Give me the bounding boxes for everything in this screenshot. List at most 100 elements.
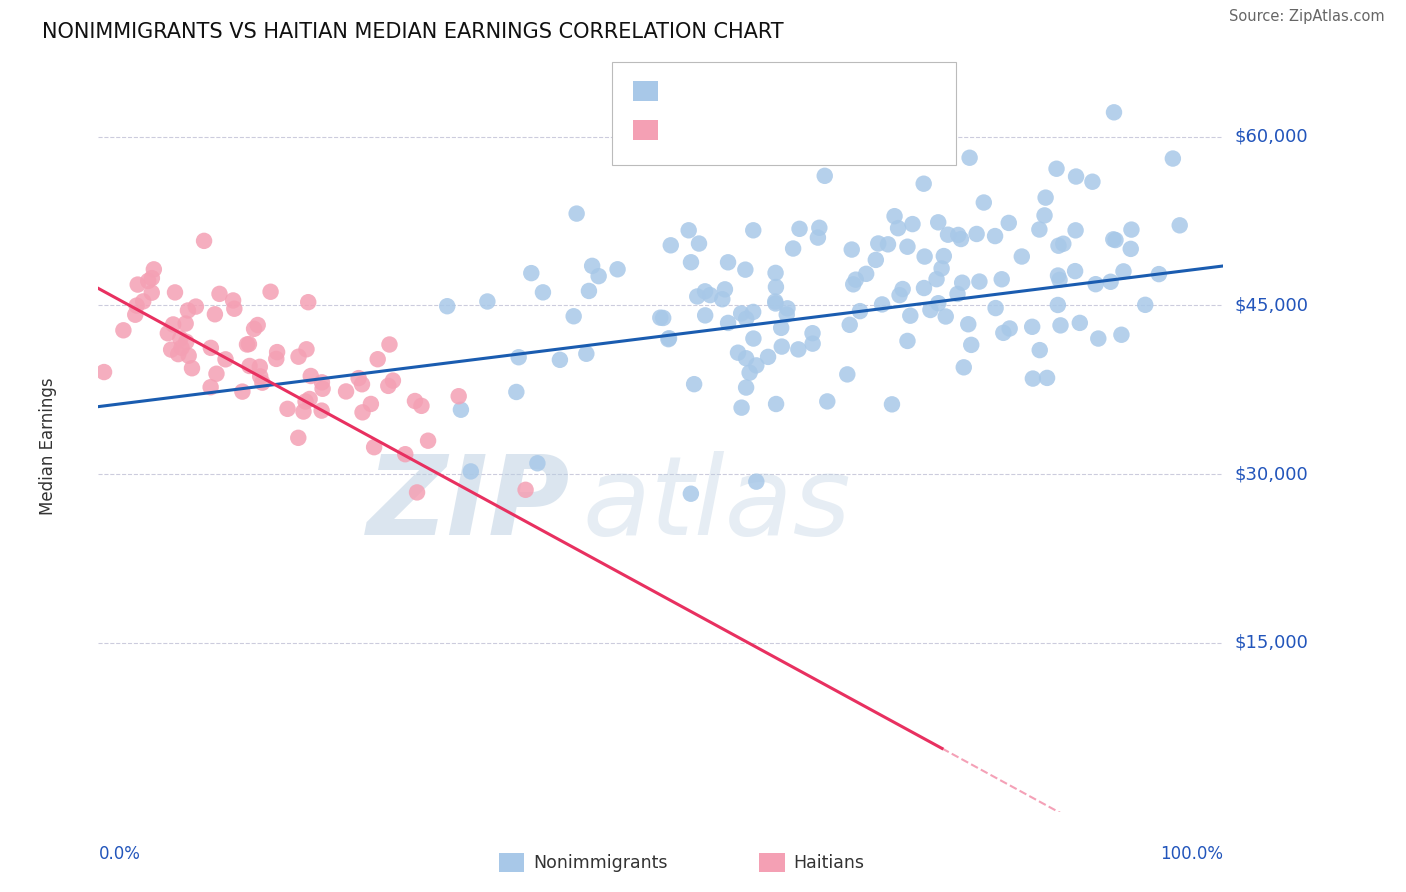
Text: R =: R = — [669, 121, 710, 141]
Point — [699, 288, 721, 302]
Point — [841, 243, 863, 257]
Point — [650, 310, 672, 325]
Point — [381, 374, 404, 388]
Text: $45,000: $45,000 — [1234, 296, 1309, 314]
Point — [686, 289, 709, 303]
Point — [789, 222, 811, 236]
Point — [311, 376, 333, 390]
Point — [776, 308, 799, 322]
Point — [801, 326, 824, 341]
Point — [93, 365, 115, 379]
Point — [450, 402, 472, 417]
Point — [756, 350, 779, 364]
Point — [1064, 223, 1087, 237]
Point — [1161, 152, 1184, 166]
Point — [259, 285, 281, 299]
Point — [877, 237, 900, 252]
Point — [993, 326, 1015, 340]
Point — [378, 337, 401, 351]
Point — [177, 349, 200, 363]
Point — [1045, 161, 1067, 176]
Point — [200, 341, 222, 355]
Point — [297, 295, 319, 310]
Point — [1104, 233, 1126, 247]
Point — [1102, 105, 1125, 120]
Point — [1049, 318, 1071, 333]
Point — [360, 397, 382, 411]
Point — [679, 255, 702, 269]
Point — [717, 316, 740, 330]
Text: Nonimmigrants: Nonimmigrants — [533, 854, 668, 871]
Point — [404, 394, 426, 409]
Point — [531, 285, 554, 300]
Point — [208, 286, 231, 301]
Text: Source: ZipAtlas.com: Source: ZipAtlas.com — [1229, 9, 1385, 24]
Point — [347, 371, 370, 385]
Point — [243, 322, 266, 336]
Point — [575, 347, 598, 361]
Point — [1036, 371, 1059, 385]
Point — [925, 272, 948, 286]
Point — [1021, 319, 1043, 334]
Point — [1084, 277, 1107, 292]
Text: 149: 149 — [839, 82, 879, 102]
Point — [1064, 264, 1087, 278]
Text: $30,000: $30,000 — [1234, 465, 1308, 483]
Point — [335, 384, 357, 399]
Text: N =: N = — [792, 82, 834, 102]
Point — [298, 392, 321, 406]
Point — [950, 276, 973, 290]
Point — [735, 351, 758, 366]
Point — [1049, 273, 1071, 287]
Point — [505, 384, 527, 399]
Point — [416, 434, 439, 448]
Point — [1064, 169, 1087, 184]
Point — [238, 337, 260, 351]
Point — [169, 331, 191, 345]
Point — [184, 300, 207, 314]
Point — [730, 401, 752, 415]
Point — [734, 262, 756, 277]
Point — [377, 379, 399, 393]
Point — [167, 347, 190, 361]
Point — [898, 309, 921, 323]
Point — [160, 343, 183, 357]
Point — [765, 266, 787, 280]
Point — [966, 227, 988, 241]
Point — [765, 280, 787, 294]
Point — [1033, 208, 1056, 222]
Point — [837, 368, 859, 382]
Point — [141, 271, 163, 285]
Point — [957, 318, 980, 332]
Point — [1069, 316, 1091, 330]
Text: Median Earnings: Median Earnings — [39, 377, 56, 515]
Point — [266, 345, 288, 359]
Point — [997, 216, 1019, 230]
Point — [1047, 238, 1070, 252]
Point — [912, 281, 935, 295]
Point — [125, 299, 148, 313]
Point — [901, 217, 924, 231]
Point — [845, 273, 868, 287]
Point — [238, 359, 260, 373]
Point — [588, 269, 610, 284]
Point — [548, 352, 571, 367]
Point — [508, 350, 530, 364]
Point — [252, 376, 274, 390]
Point — [174, 317, 197, 331]
Point — [127, 277, 149, 292]
Text: 73: 73 — [839, 121, 866, 141]
Point — [562, 310, 585, 324]
Point — [352, 405, 374, 419]
Point — [200, 380, 222, 394]
Point — [931, 261, 953, 276]
Point — [411, 399, 433, 413]
Point — [1046, 268, 1069, 283]
Text: -0.773: -0.773 — [720, 121, 787, 141]
Point — [565, 206, 588, 220]
Point — [436, 299, 458, 313]
Point — [246, 318, 269, 332]
Point — [276, 401, 298, 416]
Point — [350, 377, 373, 392]
Point — [738, 366, 761, 380]
